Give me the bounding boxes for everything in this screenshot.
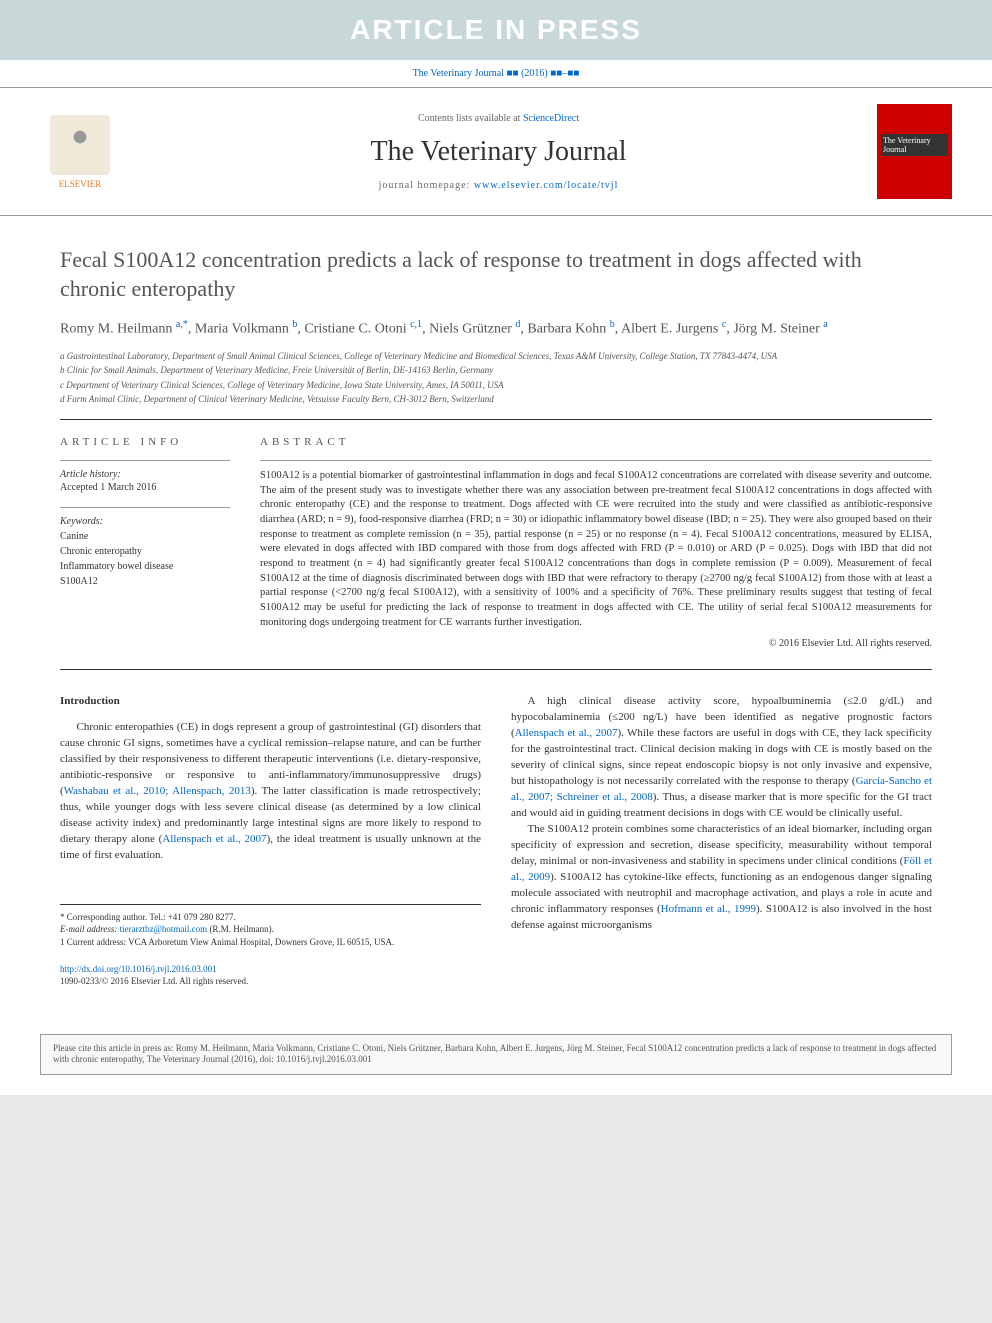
- copyright-line: © 2016 Elsevier Ltd. All rights reserved…: [260, 638, 932, 649]
- email-line: E-mail address: tierarztbz@hotmail.com (…: [60, 923, 481, 936]
- affiliation-d: d Farm Animal Clinic, Department of Clin…: [60, 393, 932, 407]
- journal-name: The Veterinary Journal: [140, 136, 857, 168]
- abstract-column: ABSTRACT S100A12 is a potential biomarke…: [260, 436, 932, 650]
- doi-block: http://dx.doi.org/10.1016/j.tvjl.2016.03…: [60, 963, 481, 988]
- abstract-text: S100A12 is a potential biomarker of gast…: [260, 469, 932, 631]
- elsevier-tree-icon: [50, 115, 110, 175]
- contents-prefix: Contents lists available at: [418, 113, 523, 124]
- right-column: A high clinical disease activity score, …: [511, 694, 932, 987]
- page: ARTICLE IN PRESS The Veterinary Journal …: [0, 0, 992, 1095]
- divider: [260, 460, 932, 461]
- elsevier-logo: ELSEVIER: [40, 107, 120, 197]
- journal-cover-thumbnail: The Veterinary Journal: [877, 104, 952, 199]
- citation-link[interactable]: Allenspach et al., 2007: [162, 833, 266, 845]
- article-body: Fecal S100A12 concentration predicts a l…: [0, 216, 992, 1018]
- introduction-heading: Introduction: [60, 694, 481, 710]
- article-history: Article history: Accepted 1 March 2016: [60, 460, 230, 493]
- contents-line: Contents lists available at ScienceDirec…: [140, 113, 857, 124]
- article-info-column: ARTICLE INFO Article history: Accepted 1…: [60, 436, 230, 650]
- authors: Romy M. Heilmann a,*, Maria Volkmann b, …: [60, 317, 932, 340]
- left-column: Introduction Chronic enteropathies (CE) …: [60, 694, 481, 987]
- cover-title: The Veterinary Journal: [881, 134, 948, 156]
- keywords-label: Keywords:: [60, 516, 230, 527]
- two-column-body: Introduction Chronic enteropathies (CE) …: [60, 694, 932, 987]
- intro-paragraph-1: Chronic enteropathies (CE) in dogs repre…: [60, 720, 481, 863]
- email-link[interactable]: tierarztbz@hotmail.com: [120, 924, 208, 934]
- keywords-block: Keywords: CanineChronic enteropathyInfla…: [60, 507, 230, 589]
- citation-top: The Veterinary Journal ■■ (2016) ■■–■■: [0, 60, 992, 87]
- keywords-list: CanineChronic enteropathyInflammatory bo…: [60, 529, 230, 589]
- affiliation-b: b Clinic for Small Animals, Department o…: [60, 364, 932, 378]
- article-in-press-banner: ARTICLE IN PRESS: [0, 0, 992, 60]
- article-title: Fecal S100A12 concentration predicts a l…: [60, 246, 932, 303]
- footnotes: * Corresponding author. Tel.: +41 079 28…: [60, 904, 481, 949]
- divider: [60, 419, 932, 420]
- abstract-label: ABSTRACT: [260, 436, 932, 448]
- affiliation-a: a Gastrointestinal Laboratory, Departmen…: [60, 350, 932, 364]
- divider: [60, 669, 932, 670]
- history-label: Article history:: [60, 469, 230, 480]
- sciencedirect-link[interactable]: ScienceDirect: [523, 113, 579, 124]
- history-accepted: Accepted 1 March 2016: [60, 482, 230, 493]
- info-abstract-row: ARTICLE INFO Article history: Accepted 1…: [60, 436, 932, 650]
- header-center: Contents lists available at ScienceDirec…: [140, 113, 857, 191]
- citation-link[interactable]: Washabau et al., 2010; Allenspach, 2013: [64, 785, 251, 797]
- current-address: 1 Current address: VCA Arboretum View An…: [60, 936, 481, 949]
- citation-box: Please cite this article in press as: Ro…: [40, 1034, 952, 1075]
- homepage-prefix: journal homepage:: [379, 180, 474, 191]
- citation-link[interactable]: Hofmann et al., 1999: [661, 903, 756, 915]
- right-paragraph-1: A high clinical disease activity score, …: [511, 694, 932, 822]
- citation-link[interactable]: Allenspach et al., 2007: [515, 727, 618, 739]
- affiliations: a Gastrointestinal Laboratory, Departmen…: [60, 350, 932, 407]
- affiliation-c: c Department of Veterinary Clinical Scie…: [60, 379, 932, 393]
- corresponding-author: * Corresponding author. Tel.: +41 079 28…: [60, 911, 481, 924]
- homepage-line: journal homepage: www.elsevier.com/locat…: [140, 180, 857, 191]
- doi-link[interactable]: http://dx.doi.org/10.1016/j.tvjl.2016.03…: [60, 964, 217, 974]
- journal-header: ELSEVIER Contents lists available at Sci…: [0, 87, 992, 216]
- journal-homepage-link[interactable]: www.elsevier.com/locate/tvjl: [474, 180, 619, 191]
- article-info-label: ARTICLE INFO: [60, 436, 230, 448]
- elsevier-label: ELSEVIER: [59, 179, 102, 189]
- right-paragraph-2: The S100A12 protein combines some charac…: [511, 822, 932, 934]
- issn-line: 1090-0233/© 2016 Elsevier Ltd. All right…: [60, 976, 248, 986]
